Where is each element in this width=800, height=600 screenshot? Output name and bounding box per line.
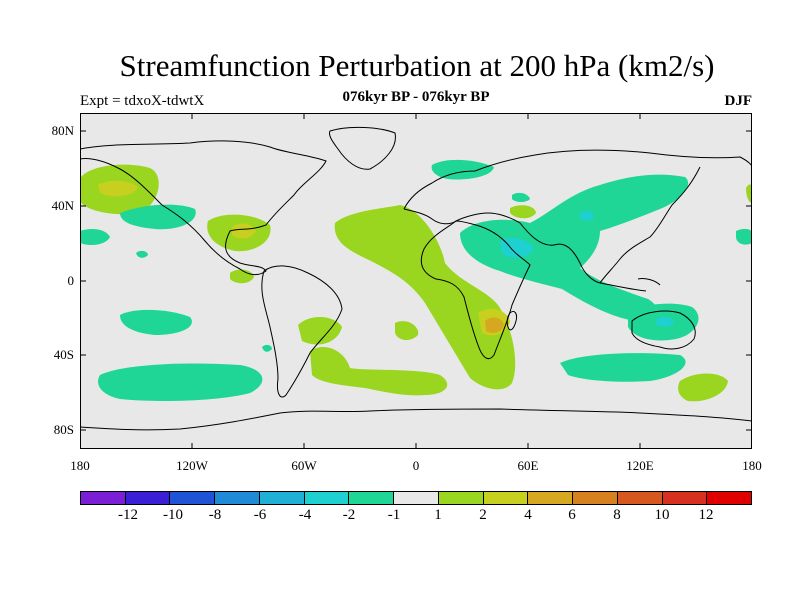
- south-pacific-high: [678, 373, 728, 402]
- colorbar-cell: [304, 492, 350, 504]
- colorbar-label: -8: [208, 507, 222, 523]
- colorbar-cell: [125, 492, 171, 504]
- arabia-core-low: [500, 238, 534, 258]
- brazil-high: [298, 316, 342, 345]
- lon-label-120e: 120E: [626, 458, 654, 473]
- lon-label-0: 0: [412, 458, 420, 473]
- map-ticks: [80, 113, 752, 449]
- lon-label-180w: 180: [70, 458, 90, 473]
- colorbar-label: -12: [118, 507, 138, 523]
- colorbar: [80, 491, 752, 505]
- chile-spot-low: [262, 344, 272, 352]
- colorbar-label: -2: [342, 507, 356, 523]
- lon-label-60w: 60W: [291, 458, 317, 473]
- lat-label-40n: 40N: [51, 198, 74, 213]
- africa-coast: [420, 220, 531, 360]
- positive-anomaly-regions: [80, 164, 752, 402]
- argentina-high: [310, 347, 448, 396]
- colorbar-label: 4: [524, 507, 532, 523]
- asia-tropical-low: [460, 174, 689, 322]
- lat-label-40s: 40S: [53, 347, 74, 362]
- west-pacific-low-east: [80, 229, 110, 245]
- colorbar-cell: [170, 492, 216, 504]
- madagascar-coast: [506, 310, 517, 331]
- north-america-coast: [80, 140, 327, 276]
- north-africa-high: [510, 205, 536, 219]
- gulf-core: [232, 223, 256, 239]
- chart-subtitle: 076kyr BP - 076kyr BP: [342, 89, 490, 105]
- colorbar-cell: [394, 492, 439, 504]
- colorbar-cell: [662, 492, 708, 504]
- colorbar-label: 10: [654, 507, 670, 523]
- colorbar-label: 1: [434, 507, 442, 523]
- colorbar-cell: [259, 492, 305, 504]
- lon-label-180e: 180: [742, 458, 762, 473]
- north-pacific-core: [98, 180, 138, 197]
- moderate-negative-regions: [500, 210, 674, 327]
- colorbar-cell: [215, 492, 260, 504]
- season-label: DJF: [724, 93, 753, 109]
- australia-core-low: [656, 316, 674, 327]
- negative-anomaly-regions: [80, 159, 752, 401]
- colorbar-label: 8: [613, 507, 621, 523]
- colorbar-cell: [483, 492, 529, 504]
- colorbar-cell: [528, 492, 574, 504]
- colorbar-cell: [349, 492, 395, 504]
- arctic-low: [512, 192, 530, 202]
- lat-label-80s: 80S: [53, 422, 74, 437]
- colorbar-label: 12: [698, 507, 714, 523]
- experiment-label: Expt = tdxoX-tdwtX: [80, 93, 205, 109]
- colorbar-label: 6: [568, 507, 576, 523]
- north-pacific-low: [120, 204, 196, 230]
- east-edge-high: [746, 184, 752, 203]
- colorbar-cell: [438, 492, 484, 504]
- antarctica-coast: [80, 408, 752, 431]
- lon-label-120w: 120W: [176, 458, 208, 473]
- lat-label-eq: 0: [67, 273, 75, 288]
- south-atlantic-high: [395, 321, 419, 341]
- colorbar-label: -10: [163, 507, 183, 523]
- hawaii-low: [136, 250, 148, 258]
- south-pacific-low-west: [120, 309, 192, 335]
- colorbar-cell: [573, 492, 618, 504]
- colorbar-label: -6: [253, 507, 267, 523]
- lon-label-60e: 60E: [517, 458, 539, 473]
- colorbar-cell: [81, 492, 126, 504]
- lat-label-80n: 80N: [51, 123, 74, 138]
- colorbar-label: -4: [298, 507, 312, 523]
- colorbar-cell: [707, 492, 752, 504]
- atlantic-high: [334, 205, 516, 390]
- map-plot: [80, 113, 752, 449]
- chart-title: Streamfunction Perturbation at 200 hPa (…: [119, 48, 715, 83]
- australia-coast: [631, 310, 696, 350]
- west-edge-low: [736, 228, 752, 245]
- colorbar-cell: [617, 492, 663, 504]
- south-america-coast: [261, 265, 343, 398]
- europe-low: [431, 159, 494, 180]
- colorbar-label: -1: [387, 507, 401, 523]
- indonesia-coast: [599, 278, 661, 292]
- strong-positive-regions: [485, 317, 504, 333]
- madagascar-peak: [485, 317, 504, 333]
- greenland-coast: [329, 126, 396, 170]
- colorbar-label: 2: [479, 507, 487, 523]
- tibet-core-low: [580, 210, 594, 221]
- southern-ocean-low: [560, 353, 686, 382]
- coastlines: [80, 126, 752, 431]
- south-pacific-low: [98, 363, 263, 401]
